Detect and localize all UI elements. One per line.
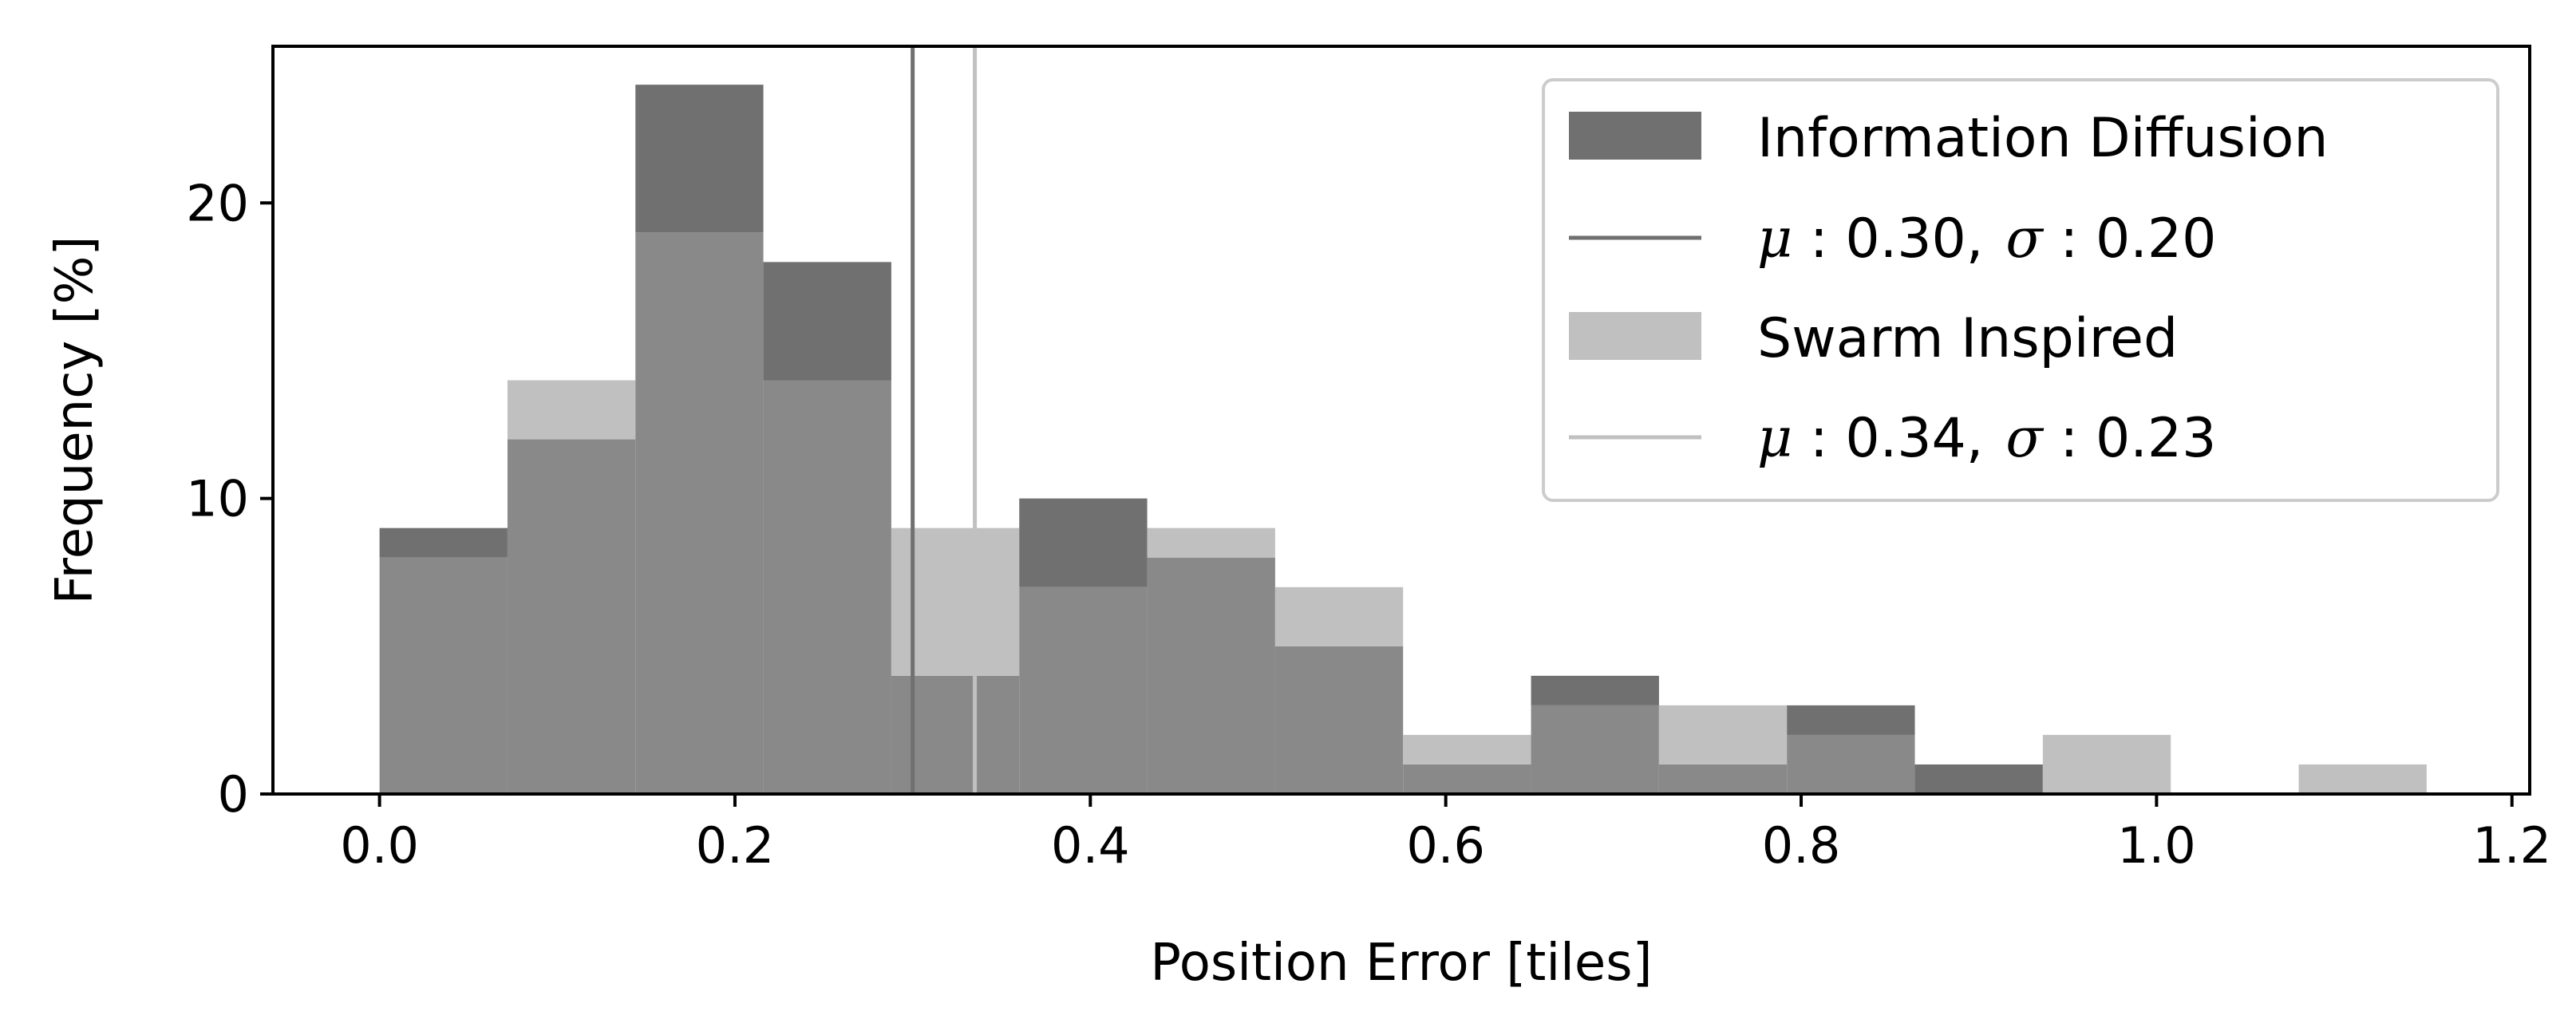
histogram-bar-swarm-inspired [1658,705,1788,764]
histogram-bar-swarm-inspired [1274,587,1404,646]
x-tick-label: 1.0 [2117,816,2196,875]
histogram-bar-information-diffusion [763,262,891,381]
y-tick-label: 0 [218,765,249,824]
legend-box [1542,78,2499,502]
histogram-bar-swarm-inspired [1403,734,1531,764]
histogram-bar-swarm-inspired [2298,764,2427,794]
y-tick-label: 20 [186,174,249,232]
y-axis-title: Frequency [%] [45,236,105,605]
histogram-bar-swarm-inspired [507,380,636,440]
x-tick-label: 0.6 [1406,816,1485,875]
legend-label-swarm-inspired: Swarm Inspired [1757,307,2178,370]
x-tick-label: 0.8 [1762,816,1841,875]
histogram-bar-overlap [1019,587,1148,794]
x-tick-label: 0.2 [696,816,775,875]
x-axis-ticks: 0.0 0.2 0.4 0.6 0.8 1.0 1.2 [340,794,2551,875]
histogram-bar-overlap [635,232,764,794]
legend-label-swarm-inspired-stats: μ : 0.34, σ : 0.23 [1757,407,2216,470]
histogram-bar-information-diffusion [1019,498,1148,587]
legend: Information Diffusion μ : 0.30, σ : 0.20 … [1542,78,2499,502]
histogram-bar-overlap [1147,557,1275,794]
histogram-bar-overlap [379,557,508,794]
legend-swatch-information-diffusion [1569,112,1701,160]
histogram-bar-overlap [1531,705,1659,794]
mean-lines-layer [911,46,978,794]
legend-swatch-swarm-inspired [1569,312,1701,360]
histogram-bar-overlap [1787,734,1915,794]
histogram-bar-information-diffusion [1914,764,2043,794]
histogram-bar-overlap [763,380,891,795]
histogram-bar-swarm-inspired [2042,734,2171,794]
plot-frame [271,45,2531,796]
x-tick-label: 0.0 [340,816,419,875]
histogram-bar-overlap [1658,764,1788,794]
histogram-bar-information-diffusion [1531,675,1659,705]
legend-label-information-diffusion: Information Diffusion [1757,107,2328,170]
histogram-bar-information-diffusion [635,85,764,233]
x-tick-label: 1.2 [2472,816,2551,875]
x-axis-title: Position Error [tiles] [1150,934,1652,993]
bars-layer [379,85,2427,795]
histogram-bar-overlap [1403,764,1531,794]
x-tick-label: 0.4 [1051,816,1130,875]
histogram-bar-overlap [891,675,1020,794]
y-axis-ticks: 0 10 20 [186,174,273,824]
histogram-bar-overlap [507,439,636,794]
histogram-bar-swarm-inspired [1147,527,1275,558]
histogram-bar-information-diffusion [1787,705,1915,735]
histogram-bar-swarm-inspired [891,527,1020,676]
histogram-bar-information-diffusion [379,527,508,558]
legend-label-information-diffusion-stats: μ : 0.30, σ : 0.20 [1757,207,2216,271]
y-tick-label: 10 [186,470,249,528]
histogram-bar-overlap [1274,646,1404,794]
